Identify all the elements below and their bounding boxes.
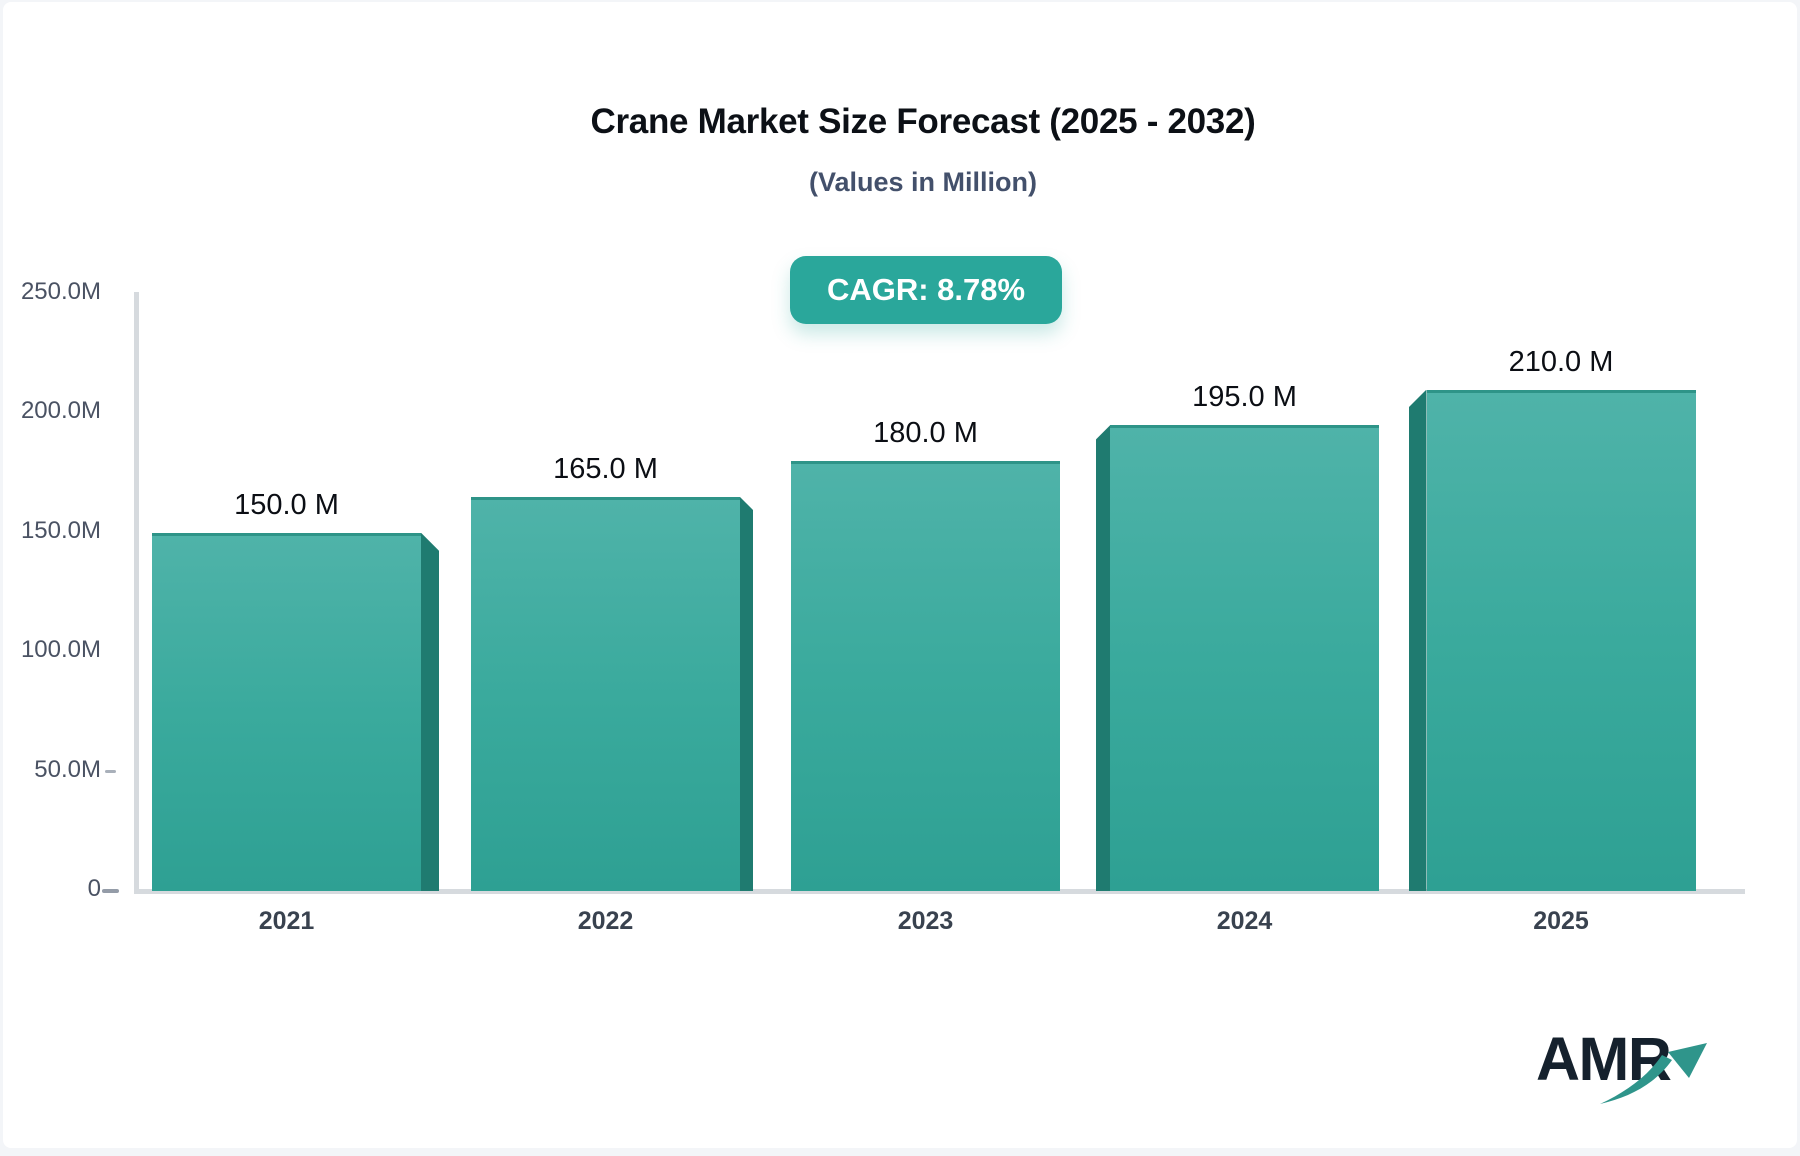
x-axis-label-2025: 2025 <box>1533 907 1589 935</box>
x-axis-label-2022: 2022 <box>577 907 634 935</box>
bar-2025[interactable] <box>1426 389 1696 891</box>
y-axis-tick-dash <box>102 889 119 893</box>
cagr-badge: CAGR: 8.78% <box>790 256 1062 324</box>
bar-2021[interactable] <box>152 532 421 891</box>
bar-2023[interactable] <box>791 461 1060 891</box>
y-axis-tick-label: 100.0M <box>20 636 101 664</box>
y-axis-tick-label: 200.0M <box>20 397 101 425</box>
bar-3d-side-2021 <box>421 532 439 891</box>
bar-value-label-2024: 195.0 M <box>1192 381 1297 414</box>
bar-2024[interactable] <box>1110 425 1379 891</box>
bar-value-label-2025: 210.0 M <box>1508 345 1614 378</box>
x-axis-label-2024: 2024 <box>1216 907 1273 935</box>
y-axis-tick-label: 0 <box>87 875 101 902</box>
chart-card: Crane Market Size Forecast (2025 - 2032)… <box>3 2 1797 1148</box>
y-axis-line <box>134 292 139 891</box>
bar-2022[interactable] <box>471 496 740 891</box>
y-axis-tick-dash <box>105 769 116 773</box>
amr-logo: AMR <box>1536 1024 1721 1114</box>
x-axis-line <box>134 889 1745 894</box>
growth-arrow-icon <box>1600 1043 1707 1104</box>
x-axis-label-2021: 2021 <box>258 907 315 935</box>
bar-value-label-2023: 180.0 M <box>873 417 978 450</box>
bar-value-label-2021: 150.0 M <box>234 488 339 521</box>
chart-title: Crane Market Size Forecast (2025 - 2032) <box>590 102 1256 141</box>
x-axis-label-2023: 2023 <box>897 907 954 935</box>
y-axis-tick-label: 150.0M <box>20 516 101 544</box>
y-axis-tick-label: 250.0M <box>20 278 101 305</box>
chart-subtitle: (Values in Million) <box>808 167 1038 197</box>
y-axis-tick-label: 50.0M <box>34 755 101 783</box>
bar-3d-side-2022 <box>740 496 753 891</box>
bar-3d-side-2025 <box>1408 389 1427 891</box>
bar-3d-side-2024 <box>1096 425 1110 891</box>
bar-value-label-2022: 165.0 M <box>553 452 658 485</box>
